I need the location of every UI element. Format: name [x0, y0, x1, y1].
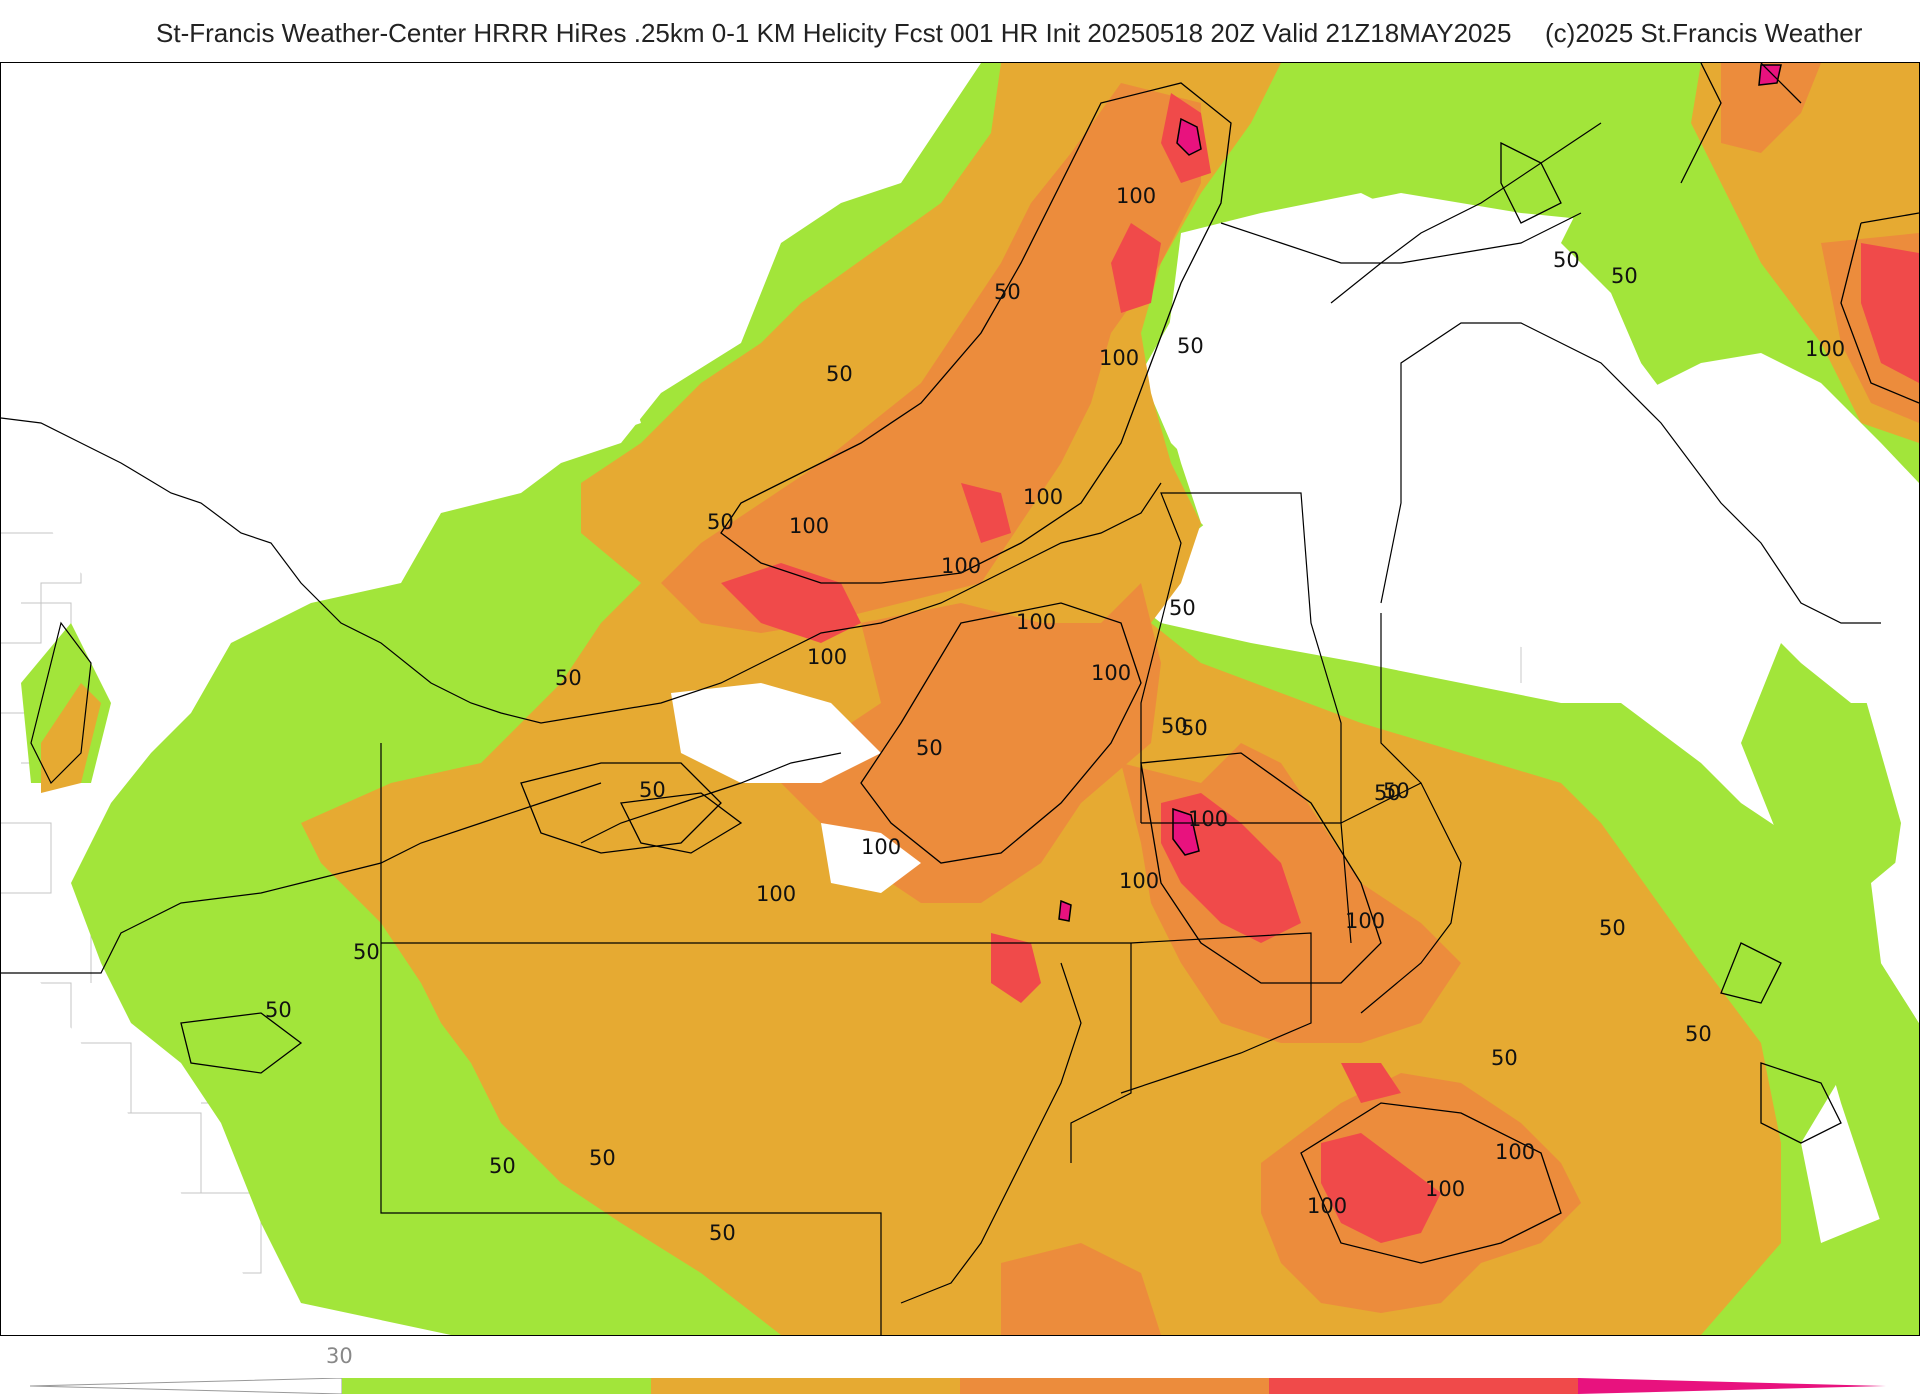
- band-200-red: [721, 93, 1919, 1243]
- colorbar: [29, 1377, 1886, 1395]
- contour-label: 50: [639, 778, 666, 802]
- contour-label: 50: [1491, 1046, 1518, 1070]
- below-threshold-areas: [1, 123, 1919, 1335]
- map-borders: [1, 122, 1881, 1335]
- contour-label: 50: [1611, 264, 1638, 288]
- contour-label: 50: [555, 666, 582, 690]
- contour-label: 50: [353, 940, 380, 964]
- map-title-bar: St-Francis Weather-Center HRRR HiRes .25…: [0, 14, 1920, 54]
- contour-label: 100: [807, 645, 847, 669]
- contour-label: 50: [489, 1154, 516, 1178]
- contour-label: 100: [1099, 346, 1139, 370]
- contour-label: 100: [941, 554, 981, 578]
- band-250-magenta: [1058, 64, 1782, 922]
- contour-label: 50: [916, 736, 943, 760]
- contour-label: 100: [1425, 1177, 1465, 1201]
- contour-label: 50: [1169, 596, 1196, 620]
- colorbar-upper-extend: [1578, 1378, 1886, 1394]
- contour-label: 100: [1495, 1140, 1535, 1164]
- contour-label: 100: [1023, 485, 1063, 509]
- contour-label: 100: [1016, 610, 1056, 634]
- contour-label: 50: [826, 362, 853, 386]
- colorbar-swatch-orange: [960, 1378, 1269, 1394]
- contour-label: 50: [589, 1146, 616, 1170]
- colorbar-swatch-tan: [651, 1378, 960, 1394]
- contour-label: 100: [1188, 807, 1228, 831]
- contour-labels: 100 50 50 100 50 50 50 100 100 50 100 10…: [265, 184, 1845, 1245]
- colorbar-lower-extend: [29, 1377, 343, 1395]
- contour-label: 50: [1374, 781, 1401, 805]
- map-title: St-Francis Weather-Center HRRR HiRes .25…: [156, 18, 1512, 48]
- contour-label: 50: [707, 510, 734, 534]
- contour-label: 50: [1181, 716, 1208, 740]
- contour-label: 50: [265, 998, 292, 1022]
- contour-label: 100: [1345, 909, 1385, 933]
- helicity-contours: [180, 63, 1919, 1264]
- contour-label: 100: [1805, 337, 1845, 361]
- contour-label: 100: [1091, 661, 1131, 685]
- contour-label: 50: [1553, 248, 1580, 272]
- helicity-map: 100 50 50 100 50 50 50 100 100 50 100 10…: [0, 62, 1920, 1336]
- colorbar-tick-label: 30: [326, 1344, 353, 1368]
- contour-label: 50: [1383, 779, 1410, 803]
- contour-label: 50: [994, 280, 1021, 304]
- contour-label: 100: [789, 514, 829, 538]
- contour-label: 100: [1119, 869, 1159, 893]
- contour-label: 100: [756, 882, 796, 906]
- contour-label: 100: [861, 835, 901, 859]
- contour-label: 50: [1599, 916, 1626, 940]
- colorbar-swatch-red: [1269, 1378, 1578, 1394]
- contour-label: 100: [1116, 184, 1156, 208]
- contour-label: 50: [1161, 714, 1188, 738]
- contour-label: 50: [1685, 1022, 1712, 1046]
- contour-label: 50: [709, 1221, 736, 1245]
- map-canvas: 100 50 50 100 50 50 50 100 100 50 100 10…: [1, 63, 1919, 1335]
- contour-label: 100: [1307, 1194, 1347, 1218]
- copyright-notice: (c)2025 St.Francis Weather: [1545, 18, 1863, 48]
- colorbar-swatch-green: [342, 1378, 651, 1394]
- contour-label: 50: [1177, 334, 1204, 358]
